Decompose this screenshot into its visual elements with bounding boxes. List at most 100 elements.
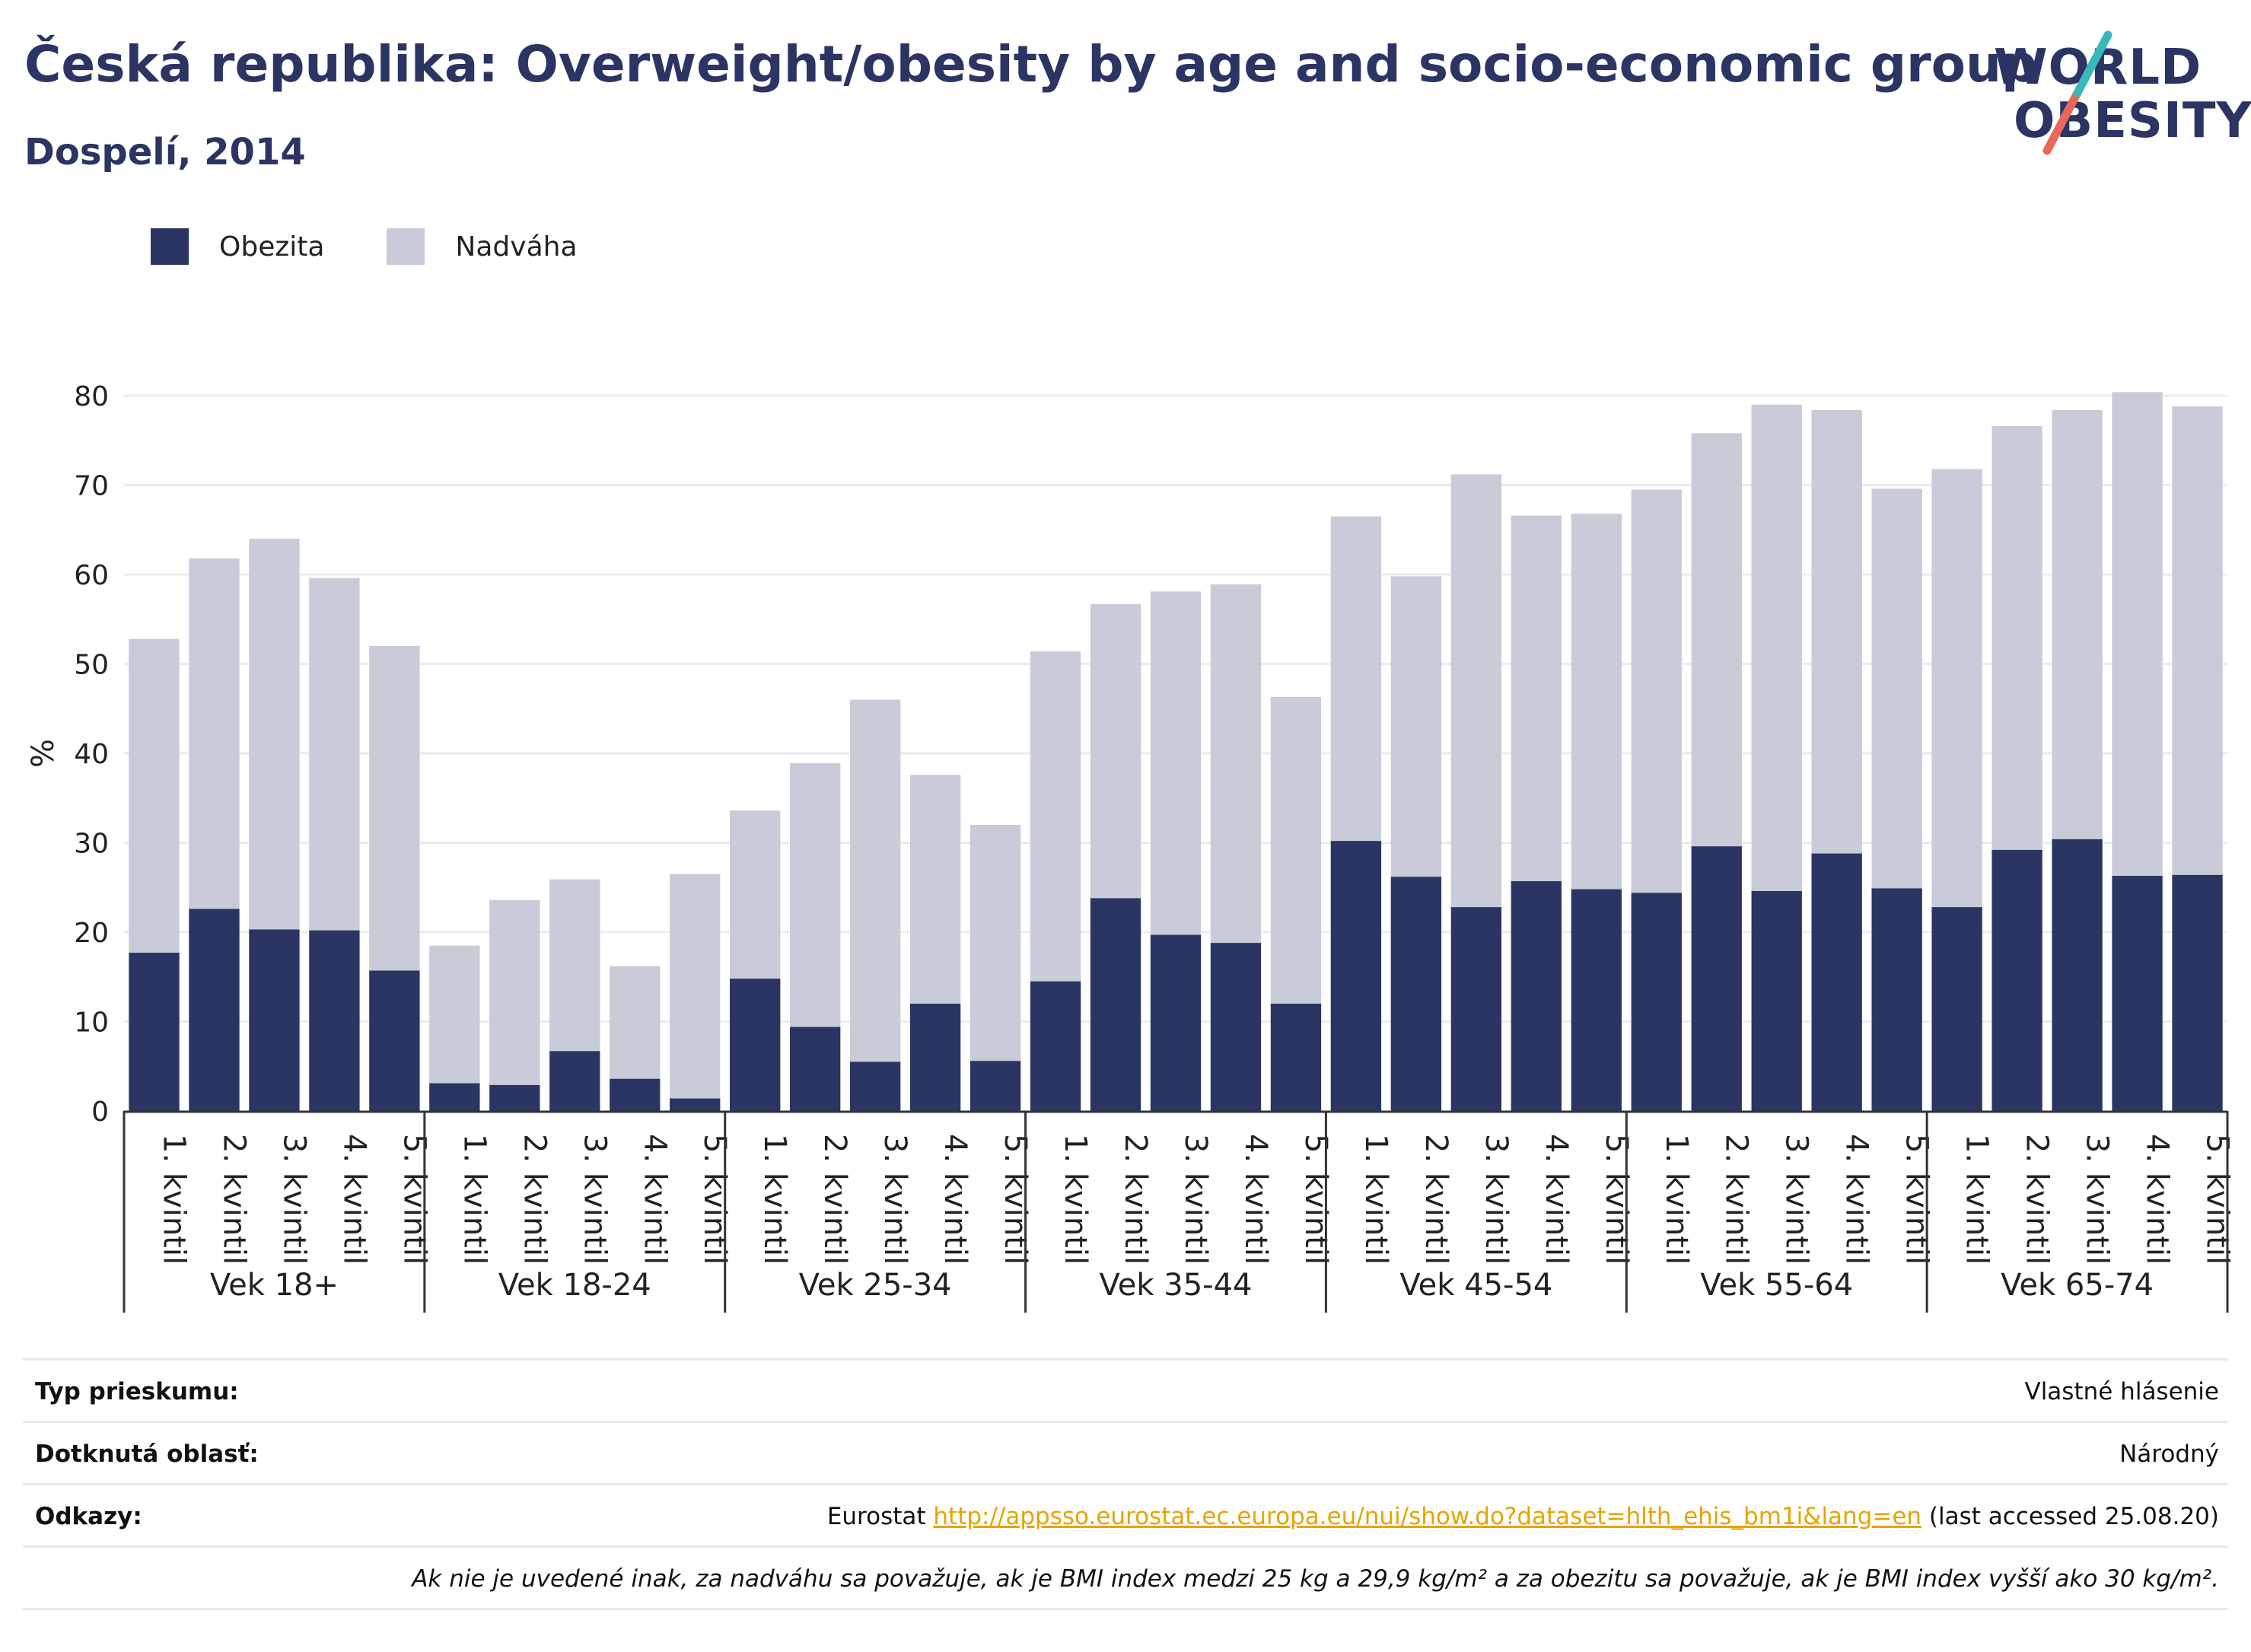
bar-nadvaha-g4-q3: [1150, 591, 1202, 935]
x-tick-label-g3-q2: 2. kvintil: [817, 1134, 852, 1265]
x-tick-label-g3-q4: 4. kvintil: [938, 1134, 973, 1265]
x-tick-label-g3-q1: 1. kvintil: [757, 1134, 792, 1265]
bar-obezita-g2-q2: [489, 1084, 540, 1111]
bar-nadvaha-g4-q2: [1090, 603, 1141, 899]
x-tick-label-g4-q1: 1. kvintil: [1058, 1134, 1093, 1265]
x-tick-label-g1-q2: 2. kvintil: [216, 1134, 251, 1265]
x-tick-label-g3-q5: 5. kvintil: [998, 1134, 1033, 1265]
bar-nadvaha-g2-q4: [610, 966, 661, 1079]
references-prefix: Eurostat: [826, 1503, 934, 1530]
bar-nadvaha-g6-q4: [1811, 409, 1862, 854]
bar-nadvaha-g7-q2: [1992, 425, 2042, 850]
bar-nadvaha-g6-q3: [1751, 404, 1802, 891]
info-row-area: Dotknutá oblasť: Národný: [23, 1421, 2228, 1485]
bar-nadvaha-g5-q1: [1330, 516, 1382, 842]
bar-obezita-g1-q1: [129, 953, 180, 1111]
bar-obezita-g2-q1: [429, 1083, 480, 1111]
x-tick-label-g4-q3: 3. kvintil: [1178, 1134, 1213, 1265]
y-tick-label-30: 30: [74, 829, 109, 860]
x-tick-label-g4-q2: 2. kvintil: [1118, 1134, 1153, 1265]
bar-nadvaha-g3-q1: [730, 810, 781, 979]
x-tick-label-g4-q4: 4. kvintil: [1238, 1134, 1273, 1265]
bar-obezita-g1-q2: [189, 909, 240, 1111]
bar-nadvaha-g1-q5: [369, 646, 420, 971]
x-tick-label-g7-q1: 1. kvintil: [1960, 1134, 1995, 1265]
survey-type-label: Typ prieskumu:: [35, 1378, 239, 1405]
bar-nadvaha-g7-q5: [2172, 406, 2223, 875]
y-tick-label-10: 10: [74, 1007, 109, 1039]
bar-nadvaha-g5-q4: [1511, 515, 1562, 882]
bar-nadvaha-g1-q2: [189, 558, 240, 909]
bar-obezita-g7-q5: [2172, 874, 2223, 1111]
bar-obezita-g2-q4: [610, 1078, 661, 1111]
x-tick-label-g1-q3: 3. kvintil: [276, 1134, 311, 1265]
bar-nadvaha-g7-q3: [2052, 409, 2103, 839]
logo-slash-icon: [2042, 30, 2113, 155]
x-tick-label-g2-q3: 3. kvintil: [577, 1134, 612, 1265]
group-label-5: Vek 45-54: [1399, 1268, 1552, 1303]
bar-nadvaha-g7-q1: [1931, 469, 1982, 908]
legend-label-obezita: Obezita: [219, 231, 325, 263]
bar-nadvaha-g1-q3: [249, 539, 300, 930]
bar-nadvaha-g5-q5: [1571, 514, 1622, 890]
x-tick-label-g5-q4: 4. kvintil: [1539, 1134, 1574, 1265]
group-label-6: Vek 55-64: [1700, 1268, 1853, 1303]
bar-obezita-g3-q3: [849, 1062, 901, 1111]
x-tick-label-g6-q4: 4. kvintil: [1839, 1134, 1874, 1265]
bar-nadvaha-g6-q5: [1871, 489, 1922, 889]
y-tick-label-50: 50: [74, 650, 109, 681]
info-row-references: Odkazy: Eurostat http://appsso.eurostat.…: [23, 1483, 2228, 1548]
bar-nadvaha-g1-q4: [309, 578, 360, 931]
bar-obezita-g4-q2: [1090, 898, 1141, 1111]
references-suffix: (last accessed 25.08.20): [1921, 1503, 2219, 1530]
x-tick-label-g5-q5: 5. kvintil: [1599, 1134, 1634, 1265]
bar-obezita-g6-q3: [1751, 890, 1802, 1111]
bmi-note: Ak nie je uvedené inak, za nadváhu sa po…: [412, 1565, 2219, 1593]
bar-nadvaha-g6-q2: [1691, 433, 1742, 847]
bar-obezita-g2-q3: [549, 1051, 600, 1111]
bar-obezita-g3-q1: [730, 979, 781, 1111]
bar-nadvaha-g3-q4: [909, 775, 961, 1004]
area-value: Národný: [2119, 1440, 2219, 1468]
bar-nadvaha-g2-q3: [549, 879, 600, 1052]
bar-nadvaha-g6-q1: [1631, 489, 1682, 893]
y-tick-label-0: 0: [91, 1097, 109, 1128]
group-label-2: Vek 18-24: [498, 1268, 651, 1303]
info-row-survey-type: Typ prieskumu: Vlastné hlásenie: [23, 1358, 2228, 1423]
bar-nadvaha-g4-q5: [1270, 696, 1322, 1004]
bar-nadvaha-g3-q5: [969, 825, 1021, 1062]
x-tick-label-g6-q2: 2. kvintil: [1719, 1134, 1754, 1265]
bar-nadvaha-g5-q2: [1390, 576, 1442, 877]
x-tick-label-g6-q5: 5. kvintil: [1899, 1134, 1934, 1265]
x-tick-label-g1-q1: 1. kvintil: [156, 1134, 191, 1265]
references-value: Eurostat http://appsso.eurostat.ec.europ…: [827, 1503, 2228, 1530]
legend-item-obezita: Obezita: [151, 228, 324, 265]
group-label-4: Vek 35-44: [1100, 1268, 1253, 1303]
bar-obezita-g1-q3: [249, 929, 300, 1111]
bar-nadvaha-g4-q4: [1210, 584, 1262, 944]
page-subtitle: Dospelí, 2014: [24, 131, 306, 173]
x-tick-label-g1-q4: 4. kvintil: [336, 1134, 371, 1265]
bar-obezita-g6-q4: [1811, 853, 1862, 1111]
y-tick-label-20: 20: [74, 918, 109, 949]
bar-obezita-g7-q1: [1931, 907, 1982, 1111]
info-row-note: Ak nie je uvedené inak, za nadváhu sa po…: [23, 1545, 2228, 1610]
bar-obezita-g5-q1: [1330, 841, 1382, 1111]
page-title: Česká republika: Overweight/obesity by a…: [24, 35, 2038, 94]
legend-label-nadvaha: Nadváha: [455, 231, 578, 263]
x-tick-label-g7-q5: 5. kvintil: [2200, 1134, 2235, 1265]
survey-type-value: Vlastné hlásenie: [2024, 1378, 2219, 1405]
bar-obezita-g5-q3: [1450, 907, 1502, 1111]
y-tick-label-60: 60: [74, 560, 109, 591]
eurostat-link[interactable]: http://appsso.eurostat.ec.europa.eu/nui/…: [933, 1503, 1922, 1530]
x-tick-label-g6-q1: 1. kvintil: [1659, 1134, 1694, 1265]
bar-nadvaha-g7-q4: [2112, 392, 2163, 876]
group-label-7: Vek 65-74: [2001, 1268, 2154, 1303]
legend-swatch-nadvaha: [387, 228, 425, 265]
x-tick-label-g2-q1: 1. kvintil: [457, 1134, 492, 1265]
bar-nadvaha-g5-q3: [1450, 474, 1502, 908]
x-tick-label-g5-q2: 2. kvintil: [1418, 1134, 1453, 1265]
x-tick-label-g5-q3: 3. kvintil: [1479, 1134, 1514, 1265]
bar-obezita-g5-q4: [1511, 881, 1562, 1111]
bar-obezita-g3-q5: [969, 1061, 1021, 1111]
